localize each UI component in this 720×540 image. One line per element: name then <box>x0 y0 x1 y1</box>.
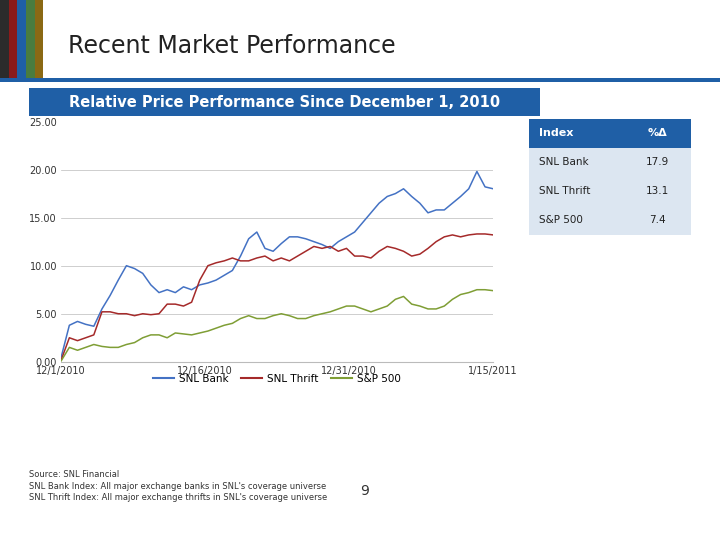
Text: 7.4: 7.4 <box>649 215 665 225</box>
Text: 17.9: 17.9 <box>646 157 669 167</box>
Text: Relative Price Performance Since December 1, 2010: Relative Price Performance Since Decembe… <box>69 94 500 110</box>
Text: SNL Bank: SNL Bank <box>539 157 588 167</box>
Text: 13.1: 13.1 <box>646 186 669 197</box>
Bar <box>529 177 623 206</box>
Text: Source: SNL Financial
SNL Bank Index: All major exchange banks in SNL's coverage: Source: SNL Financial SNL Bank Index: Al… <box>29 470 327 502</box>
Text: Recent Market Performance: Recent Market Performance <box>68 34 396 58</box>
Bar <box>529 119 623 148</box>
Text: 9: 9 <box>360 484 369 498</box>
Text: SNL Thrift: SNL Thrift <box>539 186 590 197</box>
Bar <box>529 148 623 177</box>
Bar <box>529 206 623 235</box>
Text: Index: Index <box>539 129 573 138</box>
Bar <box>623 119 691 148</box>
Legend: SNL Bank, SNL Thrift, S&P 500: SNL Bank, SNL Thrift, S&P 500 <box>149 369 405 388</box>
Bar <box>623 148 691 177</box>
Text: S&P 500: S&P 500 <box>539 215 582 225</box>
Text: %Δ: %Δ <box>647 129 667 138</box>
Bar <box>623 206 691 235</box>
Bar <box>623 177 691 206</box>
